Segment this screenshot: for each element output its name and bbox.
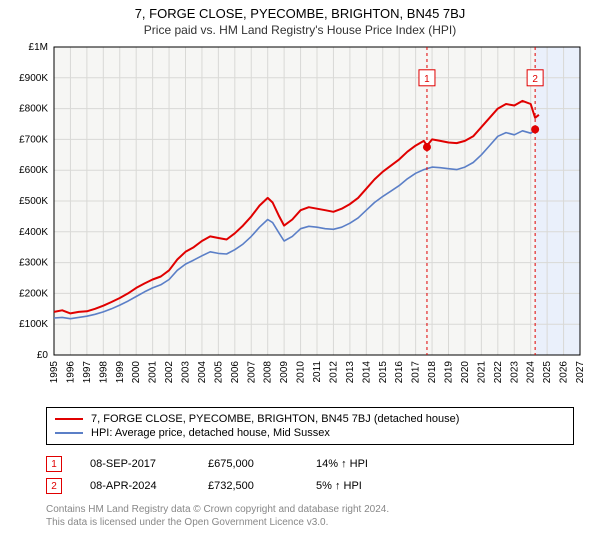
event-hpi: 5% ↑ HPI <box>316 480 362 492</box>
svg-text:2024: 2024 <box>526 361 537 384</box>
svg-text:1: 1 <box>424 74 430 85</box>
event-date: 08-SEP-2017 <box>90 458 180 470</box>
license-line-2: This data is licensed under the Open Gov… <box>46 516 574 529</box>
svg-text:£500K: £500K <box>19 196 48 207</box>
svg-text:2019: 2019 <box>444 361 455 384</box>
svg-text:2: 2 <box>532 74 538 85</box>
event-price: £675,000 <box>208 458 288 470</box>
svg-text:£800K: £800K <box>19 104 48 115</box>
page-title: 7, FORGE CLOSE, PYECOMBE, BRIGHTON, BN45… <box>10 6 590 21</box>
event-price: £732,500 <box>208 480 288 492</box>
svg-text:£700K: £700K <box>19 134 48 145</box>
svg-text:2013: 2013 <box>345 361 356 384</box>
event-number-box: 1 <box>46 456 62 472</box>
svg-text:£200K: £200K <box>19 288 48 299</box>
svg-text:2018: 2018 <box>427 361 438 384</box>
svg-text:1997: 1997 <box>82 361 93 384</box>
svg-text:2003: 2003 <box>181 361 192 384</box>
legend-row: HPI: Average price, detached house, Mid … <box>55 426 565 440</box>
svg-text:1995: 1995 <box>49 361 60 384</box>
svg-text:£600K: £600K <box>19 165 48 176</box>
svg-text:2009: 2009 <box>279 361 290 384</box>
events-table: 1 08-SEP-2017 £675,000 14% ↑ HPI 2 08-APR-202… <box>46 453 574 497</box>
svg-text:£100K: £100K <box>19 319 48 330</box>
event-date: 08-APR-2024 <box>90 480 180 492</box>
svg-text:2021: 2021 <box>476 361 487 384</box>
svg-text:2014: 2014 <box>361 361 372 384</box>
svg-text:1999: 1999 <box>115 361 126 384</box>
svg-text:2002: 2002 <box>164 361 175 384</box>
legend-label: HPI: Average price, detached house, Mid … <box>91 427 330 439</box>
svg-text:2015: 2015 <box>378 361 389 384</box>
svg-text:2016: 2016 <box>394 361 405 384</box>
svg-text:2001: 2001 <box>148 361 159 384</box>
event-number-box: 2 <box>46 478 62 494</box>
license-text: Contains HM Land Registry data © Crown c… <box>46 503 574 529</box>
svg-text:2008: 2008 <box>263 361 274 384</box>
license-line-1: Contains HM Land Registry data © Crown c… <box>46 503 574 516</box>
legend-swatch <box>55 418 83 420</box>
legend-label: 7, FORGE CLOSE, PYECOMBE, BRIGHTON, BN45… <box>91 413 459 425</box>
svg-text:2026: 2026 <box>559 361 570 384</box>
svg-text:1998: 1998 <box>98 361 109 384</box>
svg-text:1996: 1996 <box>65 361 76 384</box>
price-chart: £0 £100K £200K £300K £400K £500K £600K £700K £80… <box>10 41 590 401</box>
svg-text:2023: 2023 <box>509 361 520 384</box>
page-subtitle: Price paid vs. HM Land Registry's House … <box>10 23 590 37</box>
chart-svg: £0 £100K £200K £300K £400K £500K £600K £700K £80… <box>10 41 590 401</box>
legend-swatch <box>55 432 83 434</box>
legend-row: 7, FORGE CLOSE, PYECOMBE, BRIGHTON, BN45… <box>55 412 565 426</box>
event-row: 1 08-SEP-2017 £675,000 14% ↑ HPI <box>46 453 574 475</box>
svg-text:2022: 2022 <box>493 361 504 384</box>
legend: 7, FORGE CLOSE, PYECOMBE, BRIGHTON, BN45… <box>46 407 574 445</box>
svg-text:£400K: £400K <box>19 227 48 238</box>
event-hpi: 14% ↑ HPI <box>316 458 368 470</box>
svg-text:£1M: £1M <box>29 42 48 53</box>
svg-text:2012: 2012 <box>328 361 339 384</box>
svg-text:£900K: £900K <box>19 73 48 84</box>
svg-text:2005: 2005 <box>213 361 224 384</box>
svg-text:2020: 2020 <box>460 361 471 384</box>
svg-text:2010: 2010 <box>296 361 307 384</box>
svg-text:£300K: £300K <box>19 258 48 269</box>
svg-text:£0: £0 <box>37 350 49 361</box>
svg-text:2017: 2017 <box>411 361 422 384</box>
svg-text:2004: 2004 <box>197 361 208 384</box>
svg-text:2000: 2000 <box>131 361 142 384</box>
svg-text:2006: 2006 <box>230 361 241 384</box>
svg-text:2011: 2011 <box>312 361 323 383</box>
svg-text:2027: 2027 <box>575 361 586 384</box>
svg-text:2007: 2007 <box>246 361 257 384</box>
event-row: 2 08-APR-2024 £732,500 5% ↑ HPI <box>46 475 574 497</box>
svg-text:2025: 2025 <box>542 361 553 384</box>
